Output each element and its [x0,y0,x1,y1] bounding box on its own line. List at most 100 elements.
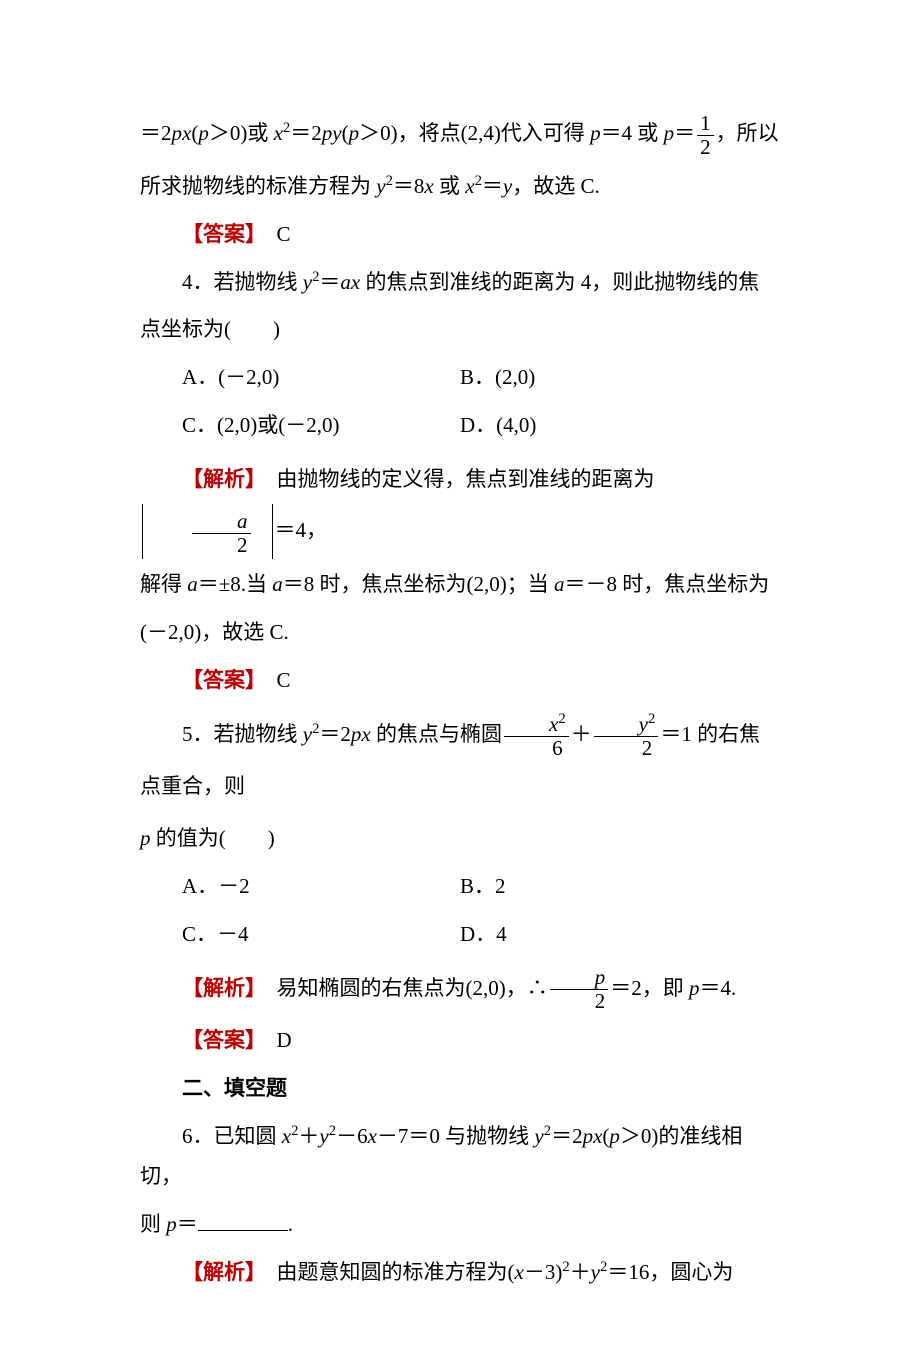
question-6-line-2: 则 p＝. [140,1205,780,1245]
text: ＝2 [290,121,322,145]
denominator: 2 [594,737,659,760]
var: p [349,121,360,145]
continuation-line-1: ＝2px(p＞0)或 x2＝2py(p＞0)，将点(2,4)代入可得 p＝4 或… [140,110,780,159]
var: a [272,572,283,596]
option-c: C．－4 [140,915,460,955]
fraction: p2 [550,966,609,1013]
question-5-line-2: p 的值为( ) [140,819,780,859]
var: p [664,121,675,145]
option-d: D．4 [460,915,780,955]
text: ＝2 [551,1124,583,1148]
numerator: 1 [697,112,714,136]
answer-5: 【答案】 D [140,1021,780,1061]
text: ＋ [571,722,592,746]
text: ＝ [140,121,161,145]
question-4-line-1: 4．若抛物线 y2＝ax 的焦点到准线的距离为 4，则此抛物线的焦 [140,263,780,303]
var: p [689,976,700,1000]
numerator: p [550,966,609,990]
fraction: y22 [594,711,659,760]
var: y [503,174,512,198]
text: 2 [161,121,172,145]
var: y [376,174,385,198]
text: ＞0)或 [209,121,274,145]
text: －7＝0 与抛物线 [377,1124,535,1148]
text: ，所以 [716,121,779,145]
q4-options-row-2: C．(2,0)或(－2,0) D．(4,0) [140,406,780,446]
sup: 2 [475,173,482,189]
var: p [140,826,151,850]
var: a [554,572,565,596]
var: x [424,174,433,198]
text: ＝8 时，焦点坐标为(2,0)；当 [283,572,554,596]
q5-options-row-1: A．－2 B．2 [140,867,780,907]
sup: 2 [544,1123,551,1139]
text: 的焦点到准线的距离为 4，则此抛物线的焦 [360,270,759,294]
denominator: 6 [504,737,569,760]
absolute-value: a2 [142,506,273,557]
var: p [166,1212,177,1236]
text: ＋ [570,1260,591,1284]
question-5-line-1: 5．若抛物线 y2＝2px 的焦点与椭圆x26＋y22＝1 的右焦点重合，则 [140,709,780,811]
question-number: 4． [182,270,214,294]
option-c: C．(2,0)或(－2,0) [140,406,460,446]
answer-label: 【答案】 [182,222,256,246]
fraction: a2 [192,510,251,557]
denominator: 2 [550,990,609,1013]
option-a: A．(－2,0) [140,358,460,398]
sup: 2 [562,1259,569,1275]
answer-value: C [256,668,291,692]
var: x [465,174,474,198]
question-6-line-1: 6．已知圆 x2＋y2－6x－7＝0 与抛物线 y2＝2px(p＞0)的准线相切… [140,1117,780,1197]
question-number: 5． [182,722,214,746]
text: ＝ [177,1212,198,1236]
text: 若抛物线 [214,270,303,294]
solution-4-line-1: 【解析】 由抛物线的定义得，焦点到准线的距离为a2 ＝4， [140,454,780,557]
var: px [172,121,192,145]
sup: 2 [329,1123,336,1139]
text: ＝16，圆心为 [607,1260,733,1284]
text: ＝2 [319,722,351,746]
option-b: B．(2,0) [460,358,780,398]
text: 易知椭圆的右焦点为(2,0)，∴ [256,976,548,1000]
text: 所求抛物线的标准方程为 [140,174,376,198]
var: y [303,722,312,746]
answer-4: 【答案】 C [140,661,780,701]
text: 的焦点与椭圆 [371,722,502,746]
question-4-line-2: 点坐标为( ) [140,310,780,350]
var: y [534,1124,543,1148]
fill-blank [198,1210,288,1231]
var: y [303,270,312,294]
option-b: B．2 [460,867,780,907]
var: x [282,1124,291,1148]
var: p [609,1124,620,1148]
text: ＝8 [393,174,425,198]
text: ＝4. [700,976,737,1000]
text: ＝ [482,174,503,198]
sup: 2 [386,173,393,189]
var: y [591,1260,600,1284]
option-a: A．－2 [140,867,460,907]
text: ＝4， [275,518,328,542]
answer-3: 【答案】 C [140,215,780,255]
solution-label: 【解析】 [182,1260,256,1284]
numerator: a [192,510,251,534]
text: 若抛物线 [214,722,303,746]
text: ＝4 或 [601,121,664,145]
text: 则 [140,1212,166,1236]
var: ax [340,270,360,294]
var: x [515,1260,524,1284]
text: 已知圆 [214,1124,282,1148]
text: 或 [434,174,466,198]
solution-label: 【解析】 [182,976,256,1000]
section-2-heading: 二、填空题 [140,1069,780,1109]
var: x [274,121,283,145]
option-d: D．(4,0) [460,406,780,446]
var: x [368,1124,377,1148]
text: 由抛物线的定义得，焦点到准线的距离为 [256,467,655,491]
text: ，故选 C. [512,174,600,198]
text: －6 [336,1124,368,1148]
solution-label: 【解析】 [182,467,256,491]
var: p [585,121,601,145]
text: 由题意知圆的标准方程为( [256,1260,515,1284]
text: 点坐标为( ) [140,317,280,341]
